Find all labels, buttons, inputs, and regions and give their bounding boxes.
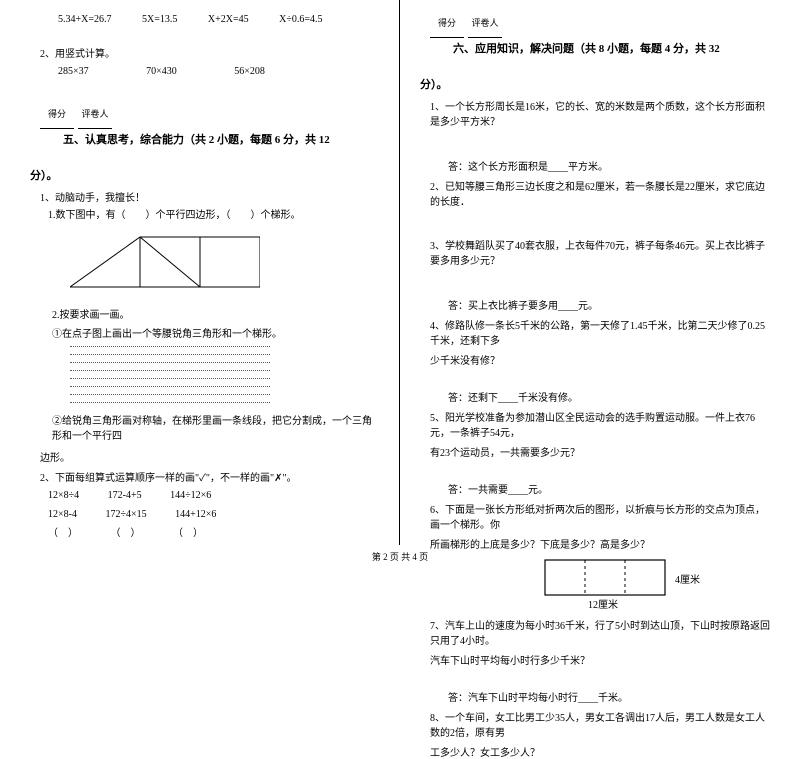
score-defen-r: 得分 xyxy=(430,16,464,38)
q6-2: 2、已知等腰三角形三边长度之和是62厘米，若一条腰长是22厘米，求它底边的长度． xyxy=(430,178,770,208)
dot-grid xyxy=(70,346,375,410)
g2b-c: 144+12×6 xyxy=(175,507,216,522)
eq-b: 5X=13.5 xyxy=(142,14,177,25)
a6-1: 答：这个长方形面积是____平方米。 xyxy=(448,158,770,173)
q6-7b: 汽车下山时平均每小时行多少千米？ xyxy=(430,652,770,667)
q6-1: 1、一个长方形周长是16米，它的长、宽的米数是两个质数，这个长方形面积是多少平方… xyxy=(430,98,770,128)
q6-8b: 工多少人？女工多少人？ xyxy=(430,744,770,759)
q6-5: 5、阳光学校准备为参加潜山区全民运动会的选手购置运动服。一件上衣76元，一条裤子… xyxy=(430,409,770,439)
a6-4: 答：还剩下____千米没有修。 xyxy=(448,389,770,404)
g2b-a: 12×8-4 xyxy=(48,507,77,522)
score-pj: 评卷人 xyxy=(78,107,112,129)
g2b: 12×8-4 172÷4×15 144+12×6 xyxy=(48,507,375,522)
score-box-5: 得分 评卷人 xyxy=(40,107,375,129)
g2c-b: （ ） xyxy=(111,526,141,541)
vcalc-b: 70×430 xyxy=(146,66,177,77)
vcalc-a: 285×37 xyxy=(58,66,89,77)
q5-1-2b: ②给锐角三角形画对称轴，在梯形里画一条线段，把它分割成，一个三角形和一个平行四 xyxy=(52,414,375,444)
vertical-calc-row: 285×37 70×430 56×208 xyxy=(58,66,375,77)
g2c: （ ） （ ） （ ） xyxy=(48,526,375,541)
vcalc-c: 56×208 xyxy=(234,66,265,77)
g2a-a: 12×8÷4 xyxy=(48,488,79,503)
rect-fold-diagram: 4厘米 12厘米 xyxy=(540,555,700,611)
q5-1-1: 1.数下图中，有（ ）个平行四边形，（ ）个梯形。 xyxy=(48,208,375,223)
g2a-b: 172-4+5 xyxy=(108,488,142,503)
q5-2: 2、下面每组算式运算顺序一样的画"✓"，不一样的画"✗"。 xyxy=(40,469,375,484)
trapezoid-figure xyxy=(70,227,375,300)
g2a: 12×8÷4 172-4+5 144÷12×6 xyxy=(48,488,375,503)
eq-a: 5.34+X=26.7 xyxy=(58,14,112,25)
a6-7: 答：汽车下山时平均每小时行____千米。 xyxy=(448,689,770,704)
g2b-b: 172÷4×15 xyxy=(105,507,146,522)
score-defen: 得分 xyxy=(40,107,74,129)
a6-5: 答：一共需要____元。 xyxy=(448,481,770,496)
score-pj-r: 评卷人 xyxy=(468,16,502,38)
left-column: 5.34+X=26.7 5X=13.5 X+2X=45 X÷0.6=4.5 2、… xyxy=(0,0,400,545)
g2c-a: （ ） xyxy=(48,526,78,541)
q6-8: 8、一个车间，女工比男工少35人，男女工各调出17人后，男工人数是女工人数的2倍… xyxy=(430,709,770,739)
diag-w-label: 12厘米 xyxy=(588,598,618,611)
q6-5b: 有23个运动员，一共需要多少元？ xyxy=(430,444,770,459)
eq-c: X+2X=45 xyxy=(208,14,249,25)
a6-3: 答：买上衣比裤子要多用____元。 xyxy=(448,297,770,312)
q5-1-2: 2.按要求画一画。 xyxy=(52,308,375,323)
q6-4: 4、修路队修一条长5千米的公路，第一天修了1.45千米，比第二天少修了0.25千… xyxy=(430,317,770,347)
q6-6b: 所画梯形的上底是多少？下底是多少？高是多少？ xyxy=(430,536,770,551)
section-5-title2: 分）。 xyxy=(30,167,375,183)
q6-6: 6、下面是一张长方形纸对折两次后的图形，以折痕与长方形的交点为顶点，画一个梯形。… xyxy=(430,501,770,531)
g2c-c: （ ） xyxy=(173,526,203,541)
section-6-title2: 分）。 xyxy=(420,76,770,92)
right-column: 得分 评卷人 六、应用知识，解决问题（共 8 小题，每题 4 分，共 32 分）… xyxy=(400,0,800,545)
score-box-6: 得分 评卷人 xyxy=(430,16,770,38)
q6-7: 7、汽车上山的速度为每小时36千米，行了5小时到达山顶，下山时按原路返回只用了4… xyxy=(430,617,770,647)
diag-h-label: 4厘米 xyxy=(675,573,700,586)
g2a-c: 144÷12×6 xyxy=(170,488,211,503)
q5-1-2a: ①在点子图上画出一个等腰锐角三角形和一个梯形。 xyxy=(52,327,375,342)
q6-4b: 少千米没有修？ xyxy=(430,352,770,367)
q5-1-2b2: 边形。 xyxy=(40,449,375,464)
eq-d: X÷0.6=4.5 xyxy=(279,14,322,25)
q2-label: 2、用竖式计算。 xyxy=(40,45,375,60)
page-footer: 第 2 页 共 4 页 xyxy=(0,550,800,563)
q5-1: 1、动脑动手，我擅长！ xyxy=(40,189,375,204)
page: 5.34+X=26.7 5X=13.5 X+2X=45 X÷0.6=4.5 2、… xyxy=(0,0,800,545)
section-6-title: 六、应用知识，解决问题（共 8 小题，每题 4 分，共 32 xyxy=(420,40,770,56)
equation-row: 5.34+X=26.7 5X=13.5 X+2X=45 X÷0.6=4.5 xyxy=(58,14,375,25)
section-5-title: 五、认真思考，综合能力（共 2 小题，每题 6 分，共 12 xyxy=(30,131,375,147)
q6-3: 3、学校舞蹈队买了40套衣服，上衣每件70元，裤子每条46元。买上衣比裤子要多用… xyxy=(430,237,770,267)
